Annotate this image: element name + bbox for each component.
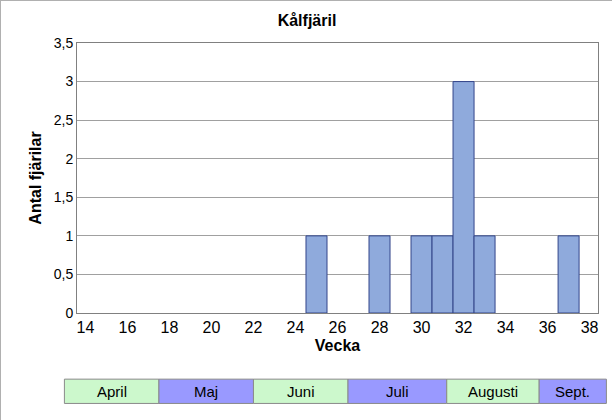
svg-text:16: 16 (119, 319, 137, 336)
svg-text:38: 38 (581, 319, 599, 336)
svg-text:36: 36 (539, 319, 557, 336)
svg-text:3,5: 3,5 (54, 35, 74, 51)
svg-text:14: 14 (77, 319, 95, 336)
svg-text:0: 0 (65, 305, 73, 321)
svg-text:Kålfjäril: Kålfjäril (278, 12, 337, 29)
svg-text:34: 34 (497, 319, 515, 336)
svg-text:3: 3 (65, 73, 73, 89)
svg-text:2: 2 (65, 151, 73, 167)
svg-text:0,5: 0,5 (54, 266, 74, 282)
svg-text:Juli: Juli (386, 383, 409, 400)
svg-text:32: 32 (455, 319, 473, 336)
svg-text:28: 28 (371, 319, 389, 336)
svg-text:Antal fjärilar: Antal fjärilar (27, 131, 44, 224)
svg-text:April: April (97, 383, 127, 400)
svg-text:1,5: 1,5 (54, 189, 74, 205)
svg-text:26: 26 (329, 319, 347, 336)
svg-text:30: 30 (413, 319, 431, 336)
svg-text:22: 22 (245, 319, 263, 336)
svg-text:1: 1 (65, 228, 73, 244)
svg-text:20: 20 (203, 319, 221, 336)
svg-text:2,5: 2,5 (54, 112, 74, 128)
svg-text:Augusti: Augusti (468, 383, 518, 400)
svg-text:Maj: Maj (194, 383, 218, 400)
svg-text:Sept.: Sept. (555, 383, 590, 400)
svg-text:Vecka: Vecka (315, 337, 360, 354)
svg-text:18: 18 (161, 319, 179, 336)
svg-text:24: 24 (287, 319, 305, 336)
svg-text:Juni: Juni (287, 383, 315, 400)
